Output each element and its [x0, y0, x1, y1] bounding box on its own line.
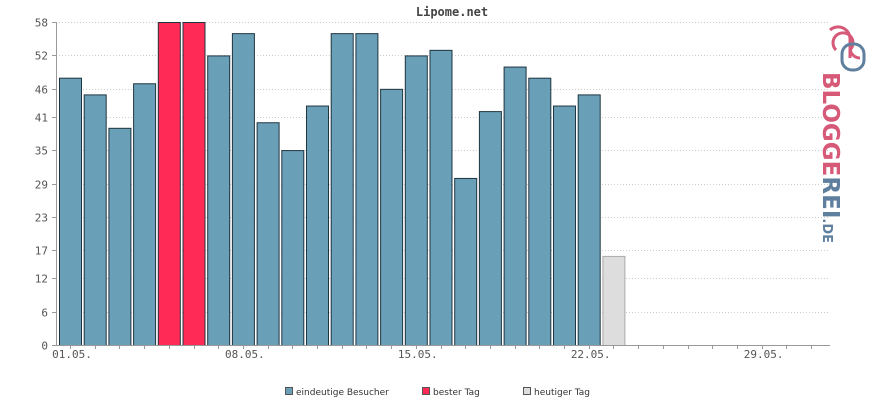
brand-logo: BLOGGEREI.DE	[817, 25, 866, 243]
bloggerei-logo-icon	[828, 25, 866, 72]
y-tick-label: 6	[41, 307, 48, 320]
bar	[281, 150, 305, 346]
bars	[59, 22, 626, 347]
x-tick-label: 01.05.	[52, 348, 92, 361]
bar	[133, 83, 157, 347]
bar-best-day	[157, 22, 181, 346]
bar	[503, 66, 527, 346]
legend-label: bester Tag	[433, 388, 480, 398]
bar	[478, 111, 502, 346]
bar	[429, 49, 453, 347]
bar	[404, 55, 428, 347]
y-tick-label: 23	[35, 212, 48, 225]
axes: 0 6 12 17 23 29 35 41 46 52 58 01.05. 08.05. 15.05. 22…	[35, 17, 830, 361]
bar-today	[602, 255, 626, 346]
bar	[330, 33, 354, 346]
legend-swatch	[285, 387, 293, 395]
bar	[256, 122, 280, 346]
legend-label: heutiger Tag	[534, 388, 590, 398]
legend-swatch	[422, 387, 430, 395]
y-tick-label: 0	[41, 340, 48, 353]
x-tick-label: 22.05.	[571, 348, 611, 361]
bar	[577, 94, 601, 347]
y-tick-label: 58	[35, 17, 48, 30]
bar	[454, 177, 478, 346]
chart-title: Lipome.net	[416, 5, 488, 19]
bar	[108, 127, 132, 346]
x-tick-label: 15.05.	[398, 348, 438, 361]
bar	[380, 88, 404, 347]
y-tick-label: 41	[35, 112, 48, 125]
bar	[231, 33, 255, 346]
bar	[355, 33, 379, 346]
y-tick-label: 29	[35, 179, 48, 192]
bar	[306, 105, 329, 346]
legend-label: eindeutige Besucher	[296, 388, 389, 398]
y-tick-label: 35	[35, 145, 48, 158]
y-tick-label: 12	[35, 273, 48, 286]
y-tick-label: 17	[35, 245, 48, 258]
brand-name: BLOGGEREI.DE	[817, 72, 843, 243]
bar	[528, 77, 552, 346]
bar	[207, 55, 231, 347]
bar-best-day	[182, 22, 206, 346]
legend: eindeutige Besucher bester Tag heutiger Ta…	[285, 387, 590, 398]
bar	[59, 77, 82, 346]
y-tick-label: 52	[35, 50, 48, 63]
y-tick-label: 46	[35, 84, 48, 97]
legend-swatch	[523, 387, 531, 395]
x-tick-label: 29.05.	[744, 348, 784, 361]
bar	[553, 105, 576, 346]
bar	[83, 94, 107, 347]
x-tick-label: 08.05.	[225, 348, 265, 361]
